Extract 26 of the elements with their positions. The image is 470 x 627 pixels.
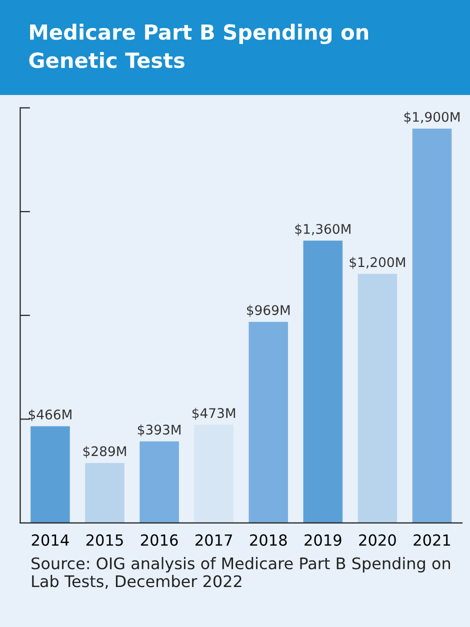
data-label: $289M — [83, 446, 126, 458]
x-tick-label: 2014 — [32, 534, 69, 546]
x-tick-label: 2017 — [196, 534, 232, 546]
data-label: $969M — [246, 304, 290, 317]
bar — [358, 274, 398, 523]
x-tick-label: 2015 — [86, 534, 123, 546]
source-note: Source: OIG analysis of Medicare Part B Spending on Lab Tests, December 2022 — [32, 557, 450, 589]
chart-title: Medicare Part B Spending on Genetic Tests — [29, 24, 368, 68]
data-label: $1,360M — [295, 224, 350, 236]
bar — [412, 128, 452, 523]
x-tick-label: 2020 — [359, 534, 396, 546]
data-label: $393M — [138, 424, 180, 436]
x-tick-label: 2016 — [140, 534, 178, 546]
bar — [194, 424, 234, 523]
x-tick-label: 2019 — [304, 534, 342, 546]
x-tick-label: 2018 — [250, 534, 287, 546]
bar — [140, 441, 179, 523]
data-label: $1,200M — [350, 256, 405, 269]
x-tick-label: 2021 — [414, 534, 450, 546]
bar — [85, 462, 124, 523]
bar — [30, 426, 70, 523]
data-label: $473M — [192, 408, 236, 420]
data-label: $1,900M — [404, 112, 460, 124]
data-label: $466M — [28, 409, 72, 422]
bar — [248, 322, 288, 523]
bar — [303, 240, 343, 523]
